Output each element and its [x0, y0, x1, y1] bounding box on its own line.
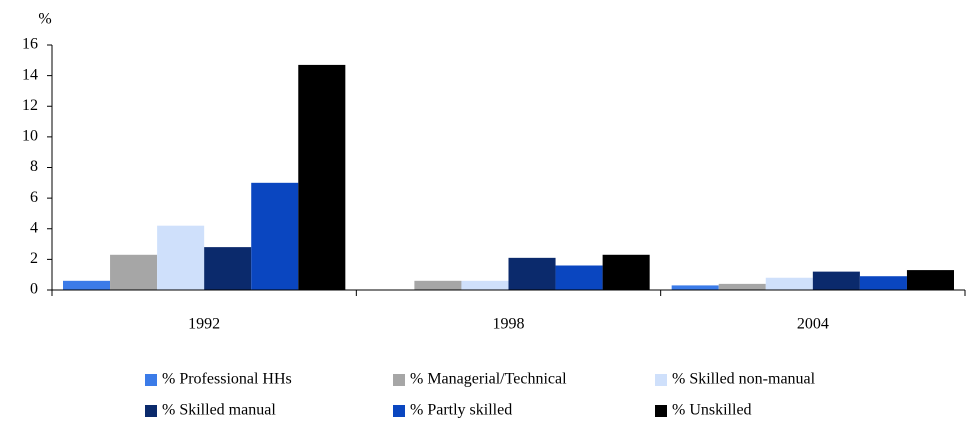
bar [508, 257, 556, 290]
y-tick-label: 8 [30, 158, 38, 175]
bar [765, 277, 813, 290]
legend-label: % Managerial/Technical [410, 371, 567, 388]
legend-label: % Skilled non-manual [672, 371, 816, 388]
y-tick-label: 16 [22, 36, 38, 53]
legend-swatch [145, 405, 157, 417]
bar [157, 225, 205, 290]
bar [812, 271, 860, 290]
y-tick-label: 4 [30, 219, 38, 236]
legend-label: % Partly skilled [410, 402, 512, 419]
bar [555, 265, 603, 290]
bar [414, 280, 462, 290]
x-tick-label: 1992 [188, 316, 220, 333]
bar [298, 64, 346, 290]
y-tick-label: 6 [30, 189, 38, 206]
bar [110, 254, 158, 290]
y-tick-label: 2 [30, 250, 38, 267]
bar [859, 276, 907, 290]
legend-label: % Skilled manual [162, 402, 276, 419]
bar [718, 283, 766, 290]
y-axis-label: % [38, 11, 51, 28]
legend-swatch [145, 374, 157, 386]
y-tick-label: 12 [22, 97, 38, 114]
bar [204, 247, 252, 290]
bar [906, 270, 954, 290]
bar [461, 280, 509, 290]
legend-label: % Professional HHs [162, 371, 292, 388]
legend-swatch [655, 405, 667, 417]
y-tick-label: 10 [22, 128, 38, 145]
bar [671, 285, 719, 290]
bar [251, 182, 299, 290]
legend-swatch [393, 405, 405, 417]
y-tick-label: 14 [22, 66, 38, 83]
legend-swatch [655, 374, 667, 386]
y-tick-label: 0 [30, 281, 38, 298]
x-tick-label: 2004 [797, 316, 829, 333]
bar [602, 254, 650, 290]
legend-label: % Unskilled [672, 402, 752, 419]
x-tick-label: 1998 [493, 316, 525, 333]
bar [63, 280, 111, 290]
legend-swatch [393, 374, 405, 386]
